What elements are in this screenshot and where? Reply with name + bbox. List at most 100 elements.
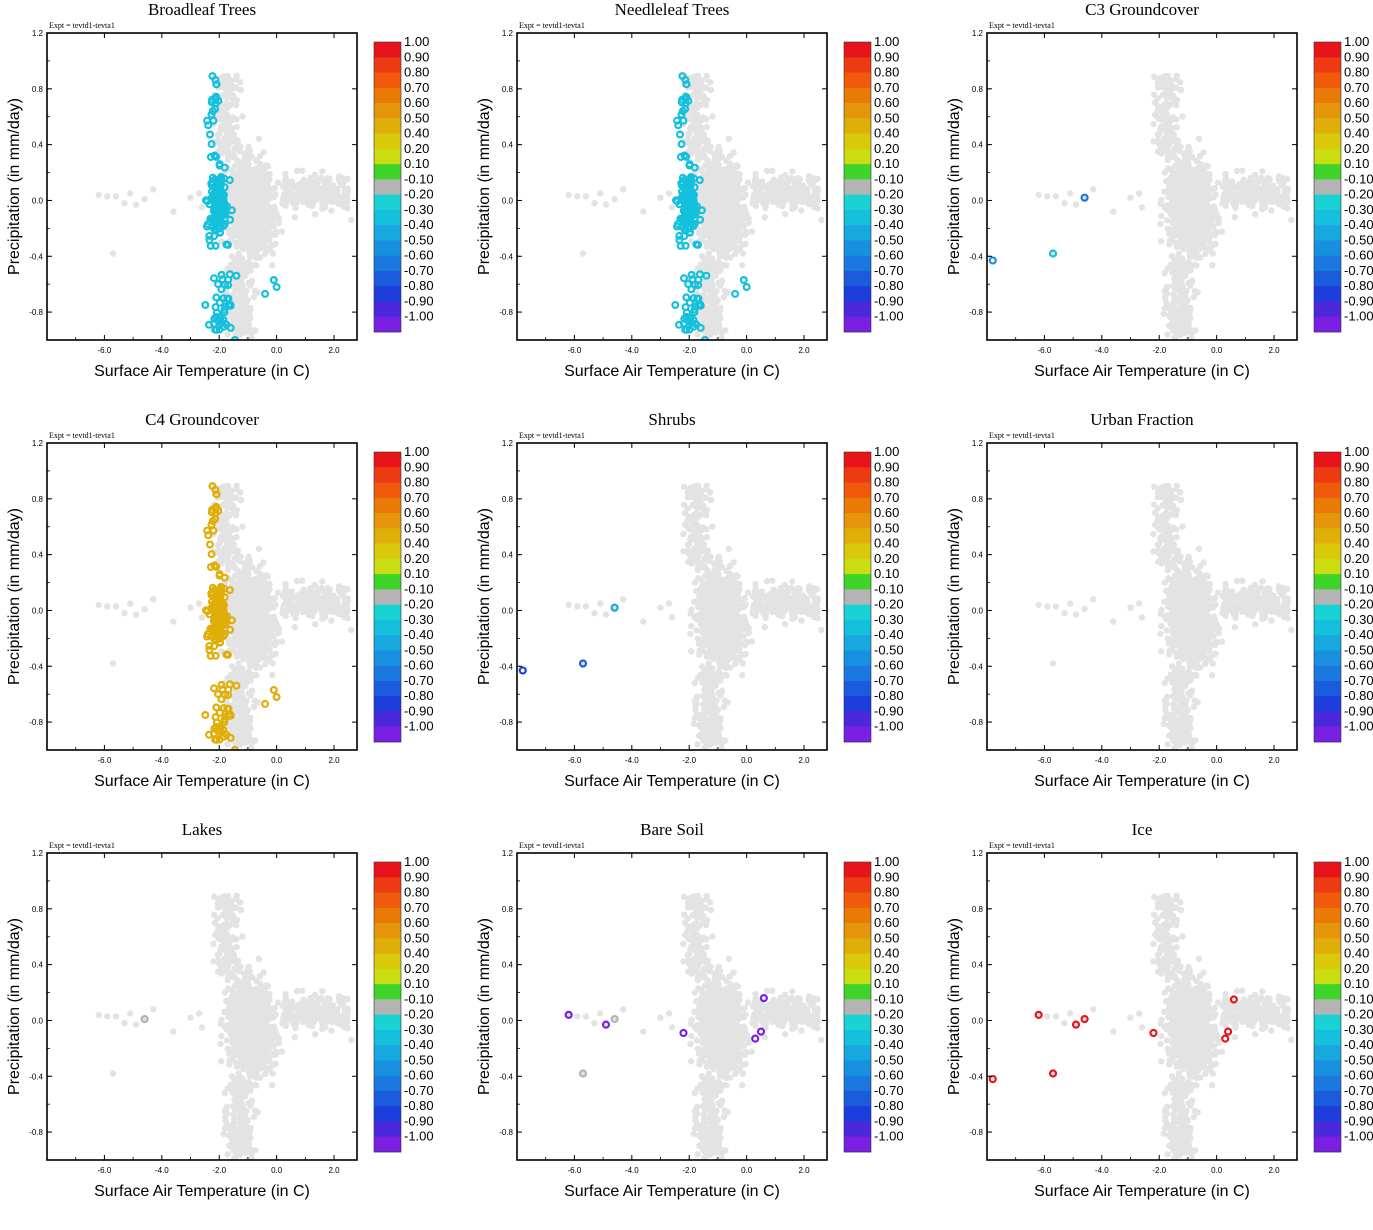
background-point (1162, 204, 1168, 210)
background-point (566, 192, 572, 198)
colorbar-box (374, 179, 401, 195)
background-point (1212, 241, 1218, 247)
background-point (252, 288, 258, 294)
background-point (1186, 310, 1192, 316)
background-point (583, 193, 589, 199)
background-point (1259, 196, 1265, 202)
background-point (337, 179, 343, 185)
background-point (711, 150, 717, 156)
colorbar-box (1314, 57, 1341, 73)
colorbar-label: -0.20 (404, 187, 434, 202)
background-point (104, 193, 110, 199)
background-point (1203, 208, 1209, 214)
y-tick-label: 1.2 (32, 29, 44, 38)
background-point (690, 142, 696, 148)
background-point (709, 113, 715, 119)
background-point (739, 262, 745, 268)
background-point (714, 175, 720, 181)
background-point (720, 230, 726, 236)
background-point (1201, 176, 1207, 182)
background-point (1172, 232, 1178, 238)
background-point (1173, 261, 1179, 267)
background-point (710, 166, 716, 172)
background-point (813, 188, 819, 194)
colorbar-label: -0.30 (874, 202, 904, 217)
background-point (1161, 135, 1167, 141)
background-point (710, 237, 716, 243)
colored-point (681, 118, 687, 124)
background-point (703, 76, 709, 82)
y-tick-label: 1.2 (502, 29, 514, 38)
background-point (239, 299, 245, 305)
colorbar-label: 0.20 (404, 141, 429, 156)
x-axis-label: Surface Air Temperature (in C) (94, 363, 310, 380)
background-point (720, 187, 726, 193)
colorbar-box (374, 134, 401, 150)
colorbar-label: 1.00 (404, 34, 429, 49)
background-point (1158, 197, 1164, 203)
x-tick-label: -6.0 (98, 346, 112, 355)
background-point (718, 236, 724, 242)
colored-point (209, 141, 215, 147)
y-tick-label: -0.4 (29, 252, 43, 261)
background-point (574, 193, 580, 199)
colorbar-label: 0.90 (874, 49, 899, 64)
background-point (220, 126, 226, 132)
background-point (1176, 267, 1182, 273)
background-point (236, 161, 242, 167)
colorbar-label: 0.50 (874, 110, 899, 125)
colorbar-box (1314, 88, 1341, 104)
background-point (704, 284, 710, 290)
background-point (611, 196, 617, 202)
background-point (319, 196, 325, 202)
background-point (742, 191, 748, 197)
x-tick-label: -4.0 (625, 346, 639, 355)
background-point (261, 176, 267, 182)
y-tick-label: 0.0 (32, 196, 44, 205)
x-tick-label: -2.0 (682, 346, 696, 355)
background-point (246, 249, 252, 255)
colorbar-box (844, 301, 871, 317)
background-point (1180, 237, 1186, 243)
background-point (741, 204, 747, 210)
background-point (1267, 196, 1273, 202)
background-point (1164, 331, 1170, 337)
colorbar-box (374, 317, 401, 333)
background-point (735, 215, 741, 221)
colorbar-label: -0.60 (874, 248, 904, 263)
colored-point (677, 132, 683, 138)
background-point (750, 195, 756, 201)
background-point (774, 189, 780, 195)
background-point (259, 226, 265, 232)
background-point (640, 208, 646, 214)
background-point (1252, 197, 1258, 203)
chart-title: C3 Groundcover (1085, 0, 1199, 19)
x-tick-label: -4.0 (155, 346, 169, 355)
colorbar-label: -1.00 (404, 309, 434, 324)
background-point (294, 168, 300, 174)
colored-point (207, 132, 213, 138)
background-point (1171, 131, 1177, 137)
colorbar-box (374, 256, 401, 272)
background-point (711, 230, 717, 236)
background-point (225, 120, 231, 126)
colorbar-box (374, 118, 401, 134)
background-point (657, 195, 663, 201)
background-point (723, 213, 729, 219)
background-point (1196, 207, 1202, 213)
colored-point (219, 272, 225, 278)
y-tick-label: -0.8 (969, 308, 983, 317)
background-point (246, 200, 252, 206)
background-point (1200, 191, 1206, 197)
background-point (237, 207, 243, 213)
colorbar-label: -0.70 (874, 263, 904, 278)
y-tick-label: -0.8 (29, 308, 43, 317)
background-point (1211, 204, 1217, 210)
background-point (245, 161, 251, 167)
background-point (341, 204, 347, 210)
background-point (1193, 158, 1199, 164)
background-point (1160, 142, 1166, 148)
background-point (237, 188, 243, 194)
background-point (239, 243, 245, 249)
